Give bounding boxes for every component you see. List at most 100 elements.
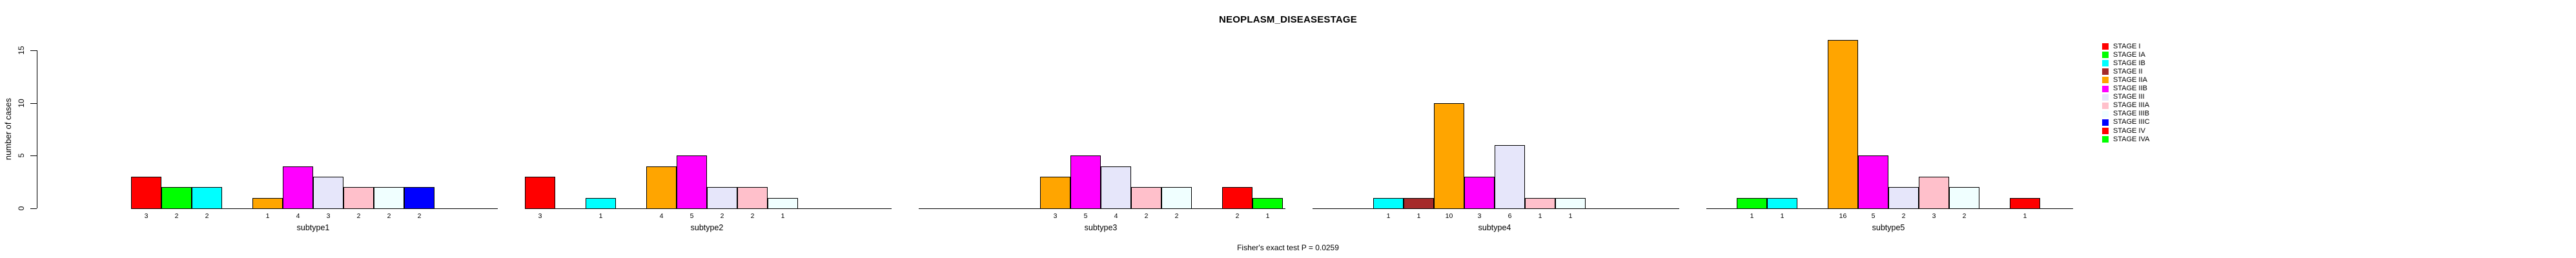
bar-value-label: 2 bbox=[750, 212, 755, 220]
bar-value-label: 1 bbox=[1780, 212, 1784, 220]
bar-value-label: 1 bbox=[1416, 212, 1421, 220]
legend-label: STAGE IIIA bbox=[2113, 101, 2150, 110]
bar-value-label: 2 bbox=[720, 212, 724, 220]
stage-bar bbox=[1949, 187, 1979, 209]
stage-bar bbox=[252, 198, 283, 209]
chart-title: NEOPLASM_DISEASESTAGE bbox=[1219, 14, 1357, 25]
legend-label: STAGE IIA bbox=[2113, 75, 2147, 84]
bar-value-label: 1 bbox=[1568, 212, 1573, 220]
stage-bar bbox=[1222, 187, 1252, 209]
bar-value-label: 6 bbox=[1508, 212, 1512, 220]
legend-label: STAGE II bbox=[2113, 67, 2143, 75]
y-axis-tick bbox=[30, 50, 37, 52]
legend-swatch bbox=[2102, 43, 2109, 50]
legend-label: STAGE IV bbox=[2113, 126, 2145, 135]
legend-label: STAGE IIB bbox=[2113, 84, 2147, 92]
legend-swatch bbox=[2102, 52, 2109, 59]
stage-bar bbox=[131, 177, 161, 209]
legend-swatch bbox=[2102, 85, 2109, 92]
y-axis-tick bbox=[30, 155, 37, 157]
legend-label: STAGE III bbox=[2113, 93, 2145, 101]
y-axis-label: number of cases bbox=[3, 97, 13, 161]
stage-bar bbox=[374, 187, 404, 209]
stage-bar bbox=[1555, 198, 1586, 209]
legend-label: STAGE IVA bbox=[2113, 135, 2150, 143]
legend-label: STAGE I bbox=[2113, 42, 2141, 50]
legend-swatch bbox=[2102, 102, 2109, 109]
bar-value-label: 2 bbox=[1962, 212, 1967, 220]
bar-value-label: 1 bbox=[781, 212, 785, 220]
stage-bar bbox=[1464, 177, 1495, 209]
stage-bar bbox=[707, 187, 737, 209]
stage-bar bbox=[1828, 40, 1858, 209]
bar-value-label: 1 bbox=[1538, 212, 1542, 220]
stage-bar bbox=[1404, 198, 1434, 209]
stage-bar bbox=[1070, 155, 1101, 209]
bar-value-label: 2 bbox=[174, 212, 179, 220]
bar-value-label: 5 bbox=[1083, 212, 1088, 220]
bar-value-label: 4 bbox=[296, 212, 300, 220]
legend-swatch bbox=[2102, 128, 2109, 134]
legend-swatch bbox=[2102, 136, 2109, 143]
bar-value-label: 2 bbox=[387, 212, 391, 220]
bar-value-label: 3 bbox=[326, 212, 331, 220]
x-category-label: subtype2 bbox=[690, 223, 724, 232]
bar-value-label: 16 bbox=[1839, 212, 1847, 220]
y-axis-tick-label: 15 bbox=[17, 46, 26, 55]
bar-value-label: 1 bbox=[265, 212, 270, 220]
y-axis-tick bbox=[30, 103, 37, 104]
stage-bar bbox=[1373, 198, 1404, 209]
bar-value-label: 3 bbox=[1477, 212, 1482, 220]
bar-value-label: 2 bbox=[1901, 212, 1906, 220]
stage-bar bbox=[1131, 187, 1161, 209]
y-axis-tick bbox=[30, 208, 37, 209]
bar-value-label: 1 bbox=[1265, 212, 1270, 220]
stage-bar bbox=[192, 187, 222, 209]
bar-value-label: 4 bbox=[659, 212, 664, 220]
stage-bar bbox=[161, 187, 192, 209]
bar-value-label: 3 bbox=[1053, 212, 1058, 220]
x-category-label: subtype5 bbox=[1872, 223, 1905, 232]
bar-value-label: 3 bbox=[1932, 212, 1936, 220]
stage-bar bbox=[525, 177, 555, 209]
legend-swatch bbox=[2102, 60, 2109, 67]
bar-value-label: 1 bbox=[598, 212, 603, 220]
bar-value-label: 1 bbox=[1386, 212, 1391, 220]
legend-label: STAGE IIIB bbox=[2113, 110, 2150, 118]
legend-swatch bbox=[2102, 94, 2109, 101]
legend-swatch bbox=[2102, 77, 2109, 84]
stage-bar bbox=[283, 166, 313, 209]
bar-value-label: 1 bbox=[2023, 212, 2027, 220]
stage-bar bbox=[1434, 103, 1464, 209]
stage-bar bbox=[1161, 187, 1192, 209]
stage-bar bbox=[313, 177, 343, 209]
bar-value-label: 2 bbox=[205, 212, 209, 220]
x-category-label: subtype4 bbox=[1478, 223, 1511, 232]
stage-bar bbox=[1888, 187, 1919, 209]
legend-label: STAGE IA bbox=[2113, 50, 2145, 59]
bar-value-label: 3 bbox=[538, 212, 542, 220]
bar-value-label: 10 bbox=[1445, 212, 1453, 220]
stage-bar bbox=[1525, 198, 1555, 209]
legend-label: STAGE IB bbox=[2113, 59, 2145, 67]
y-axis-tick-label: 0 bbox=[17, 206, 26, 211]
statistical-test-caption: Fisher's exact test P = 0.0259 bbox=[1237, 243, 1339, 252]
legend-swatch bbox=[2102, 68, 2109, 75]
stage-bar bbox=[1495, 145, 1525, 209]
legend-swatch bbox=[2102, 119, 2109, 126]
stage-bar bbox=[646, 166, 677, 209]
stage-bar bbox=[1858, 155, 1888, 209]
x-category-label: subtype1 bbox=[296, 223, 330, 232]
stage-bar bbox=[1737, 198, 1767, 209]
stage-bar bbox=[404, 187, 434, 209]
bar-value-label: 2 bbox=[356, 212, 361, 220]
bar-value-label: 4 bbox=[1114, 212, 1118, 220]
bar-value-label: 3 bbox=[144, 212, 148, 220]
stage-bar bbox=[737, 187, 768, 209]
stage-bar bbox=[343, 187, 374, 209]
bar-value-label: 2 bbox=[1235, 212, 1240, 220]
bar-value-label: 2 bbox=[417, 212, 422, 220]
y-axis-tick-label: 5 bbox=[17, 154, 26, 158]
stage-bar bbox=[1919, 177, 1949, 209]
